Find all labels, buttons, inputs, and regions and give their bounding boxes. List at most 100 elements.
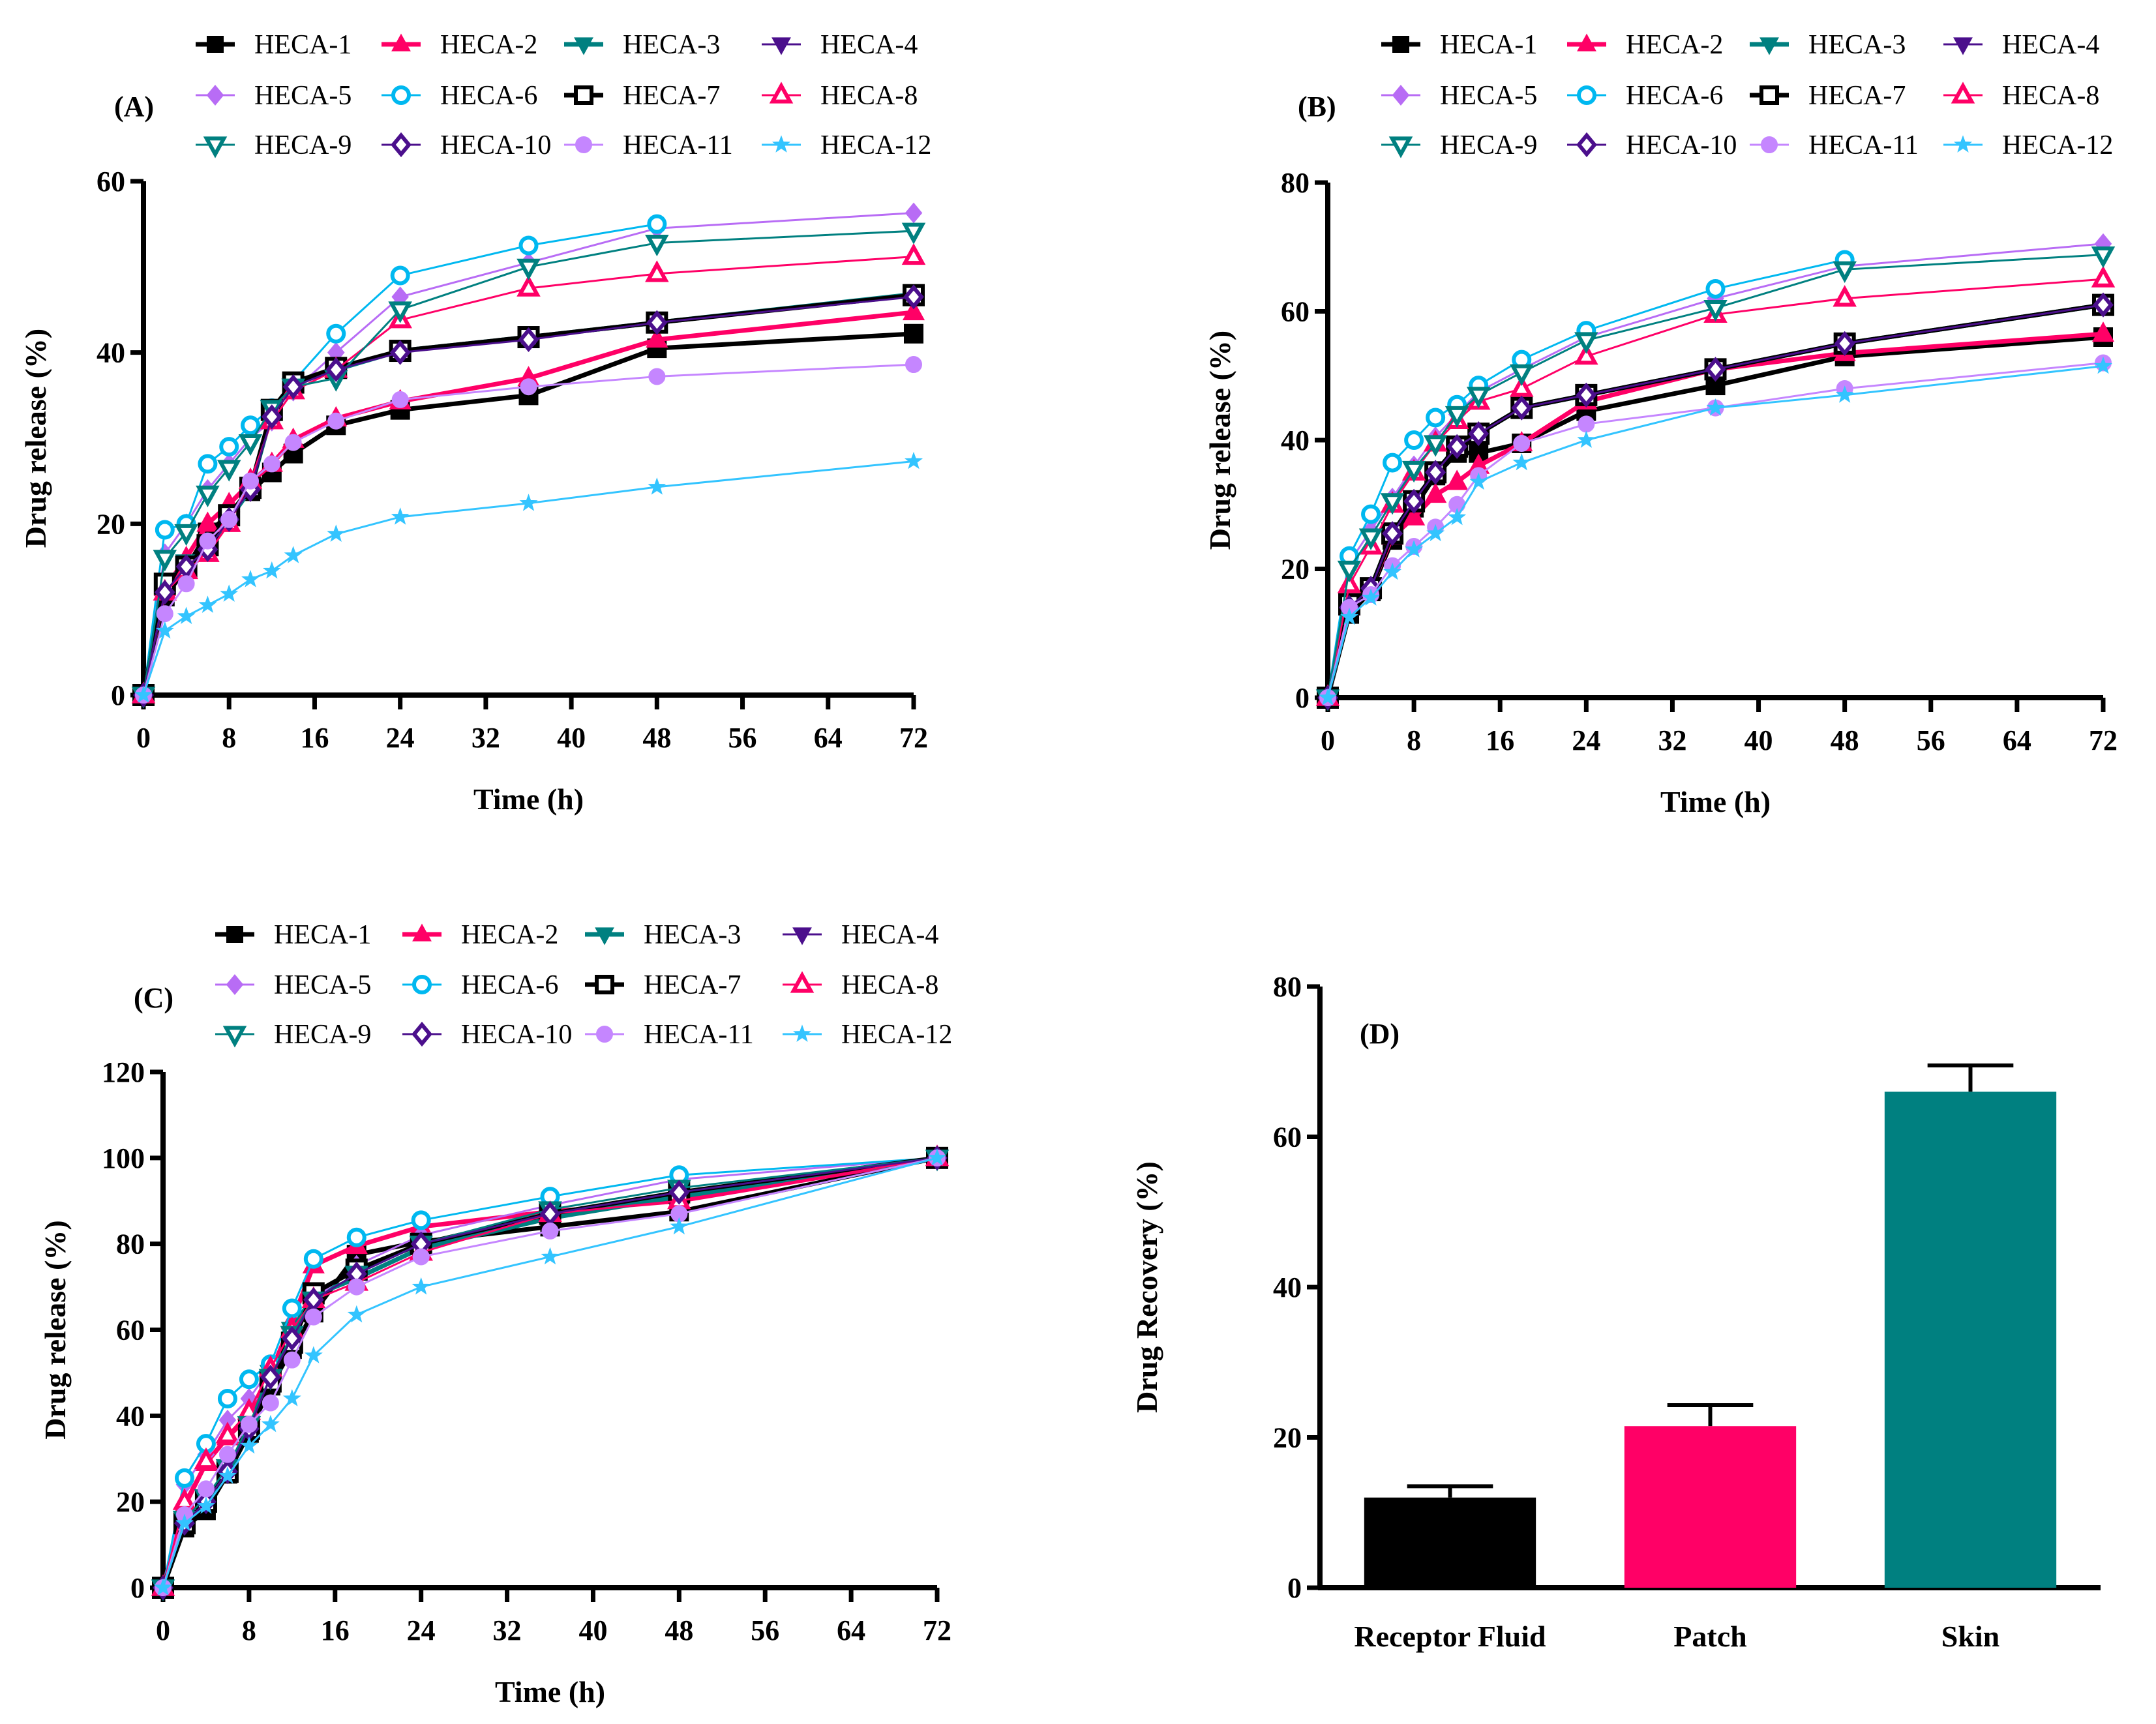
marker-heca-10 xyxy=(1382,521,1403,546)
y-tick-label: 0 xyxy=(1295,682,1310,714)
marker-heca-12 xyxy=(262,561,281,579)
marker-heca-12 xyxy=(1405,540,1424,557)
x-axis-label: Time (h) xyxy=(1660,785,1771,818)
legend-item-heca-9: HECA-9 xyxy=(196,130,352,160)
legend-label: HECA-3 xyxy=(1808,30,1906,60)
marker-heca-10 xyxy=(2093,292,2114,318)
marker-heca-9 xyxy=(1358,528,1383,550)
marker-heca-9 xyxy=(1833,261,1857,283)
x-tick-label: 56 xyxy=(751,1614,779,1646)
marker-heca-11 xyxy=(1513,434,1531,452)
marker-heca-10 xyxy=(389,340,411,365)
marker-heca-1 xyxy=(226,926,243,943)
x-tick-label: 16 xyxy=(321,1614,350,1646)
x-tick-label: 64 xyxy=(837,1614,865,1646)
bar xyxy=(1364,1497,1536,1588)
x-tick-label: 8 xyxy=(242,1614,256,1646)
legend-item-heca-7: HECA-7 xyxy=(1750,81,1906,111)
legend-label: HECA-12 xyxy=(820,130,931,160)
marker-heca-9 xyxy=(222,1026,247,1048)
legend-item-heca-4: HECA-4 xyxy=(1943,30,2099,60)
y-tick-label: 0 xyxy=(111,679,125,711)
series-heca-10 xyxy=(153,1145,948,1601)
marker-heca-5 xyxy=(206,85,224,106)
marker-heca-2 xyxy=(412,923,432,942)
legend-item-heca-12: HECA-12 xyxy=(762,130,931,160)
marker-heca-10 xyxy=(518,327,539,353)
marker-heca-8 xyxy=(215,1421,240,1444)
marker-heca-6 xyxy=(219,437,239,457)
y-axis-label: Drug release (%) xyxy=(1203,331,1236,550)
y-tick-label: 40 xyxy=(116,1400,145,1432)
legend-item-heca-1: HECA-1 xyxy=(196,30,352,60)
legend-item-heca-11: HECA-11 xyxy=(564,130,733,160)
marker-heca-12 xyxy=(519,494,538,511)
marker-heca-10 xyxy=(1705,357,1726,382)
legend-item-heca-5: HECA-5 xyxy=(1381,81,1537,111)
marker-heca-12 xyxy=(218,1466,237,1484)
legend-item-heca-3: HECA-3 xyxy=(1750,30,1906,60)
marker-heca-12 xyxy=(927,1148,947,1166)
marker-heca-11 xyxy=(648,368,666,385)
marker-heca-6 xyxy=(239,1369,259,1390)
legend-label: HECA-4 xyxy=(820,30,918,60)
marker-heca-6 xyxy=(1577,85,1596,105)
legend-label: HECA-2 xyxy=(1626,30,1723,60)
y-tick-label: 40 xyxy=(97,337,125,369)
legend-item-heca-9: HECA-9 xyxy=(215,1020,371,1050)
marker-heca-12 xyxy=(648,477,666,495)
x-axis-label: Time (h) xyxy=(473,782,584,816)
marker-heca-9 xyxy=(1466,387,1491,409)
x-tick-label: 40 xyxy=(578,1614,607,1646)
marker-heca-11 xyxy=(220,511,238,528)
legend-label: HECA-3 xyxy=(644,920,741,950)
marker-heca-10 xyxy=(1511,395,1533,421)
bar xyxy=(1884,1092,2057,1588)
y-axis-label: Drug release (%) xyxy=(38,1220,72,1439)
legend-label: HECA-9 xyxy=(1440,130,1537,160)
marker-heca-8 xyxy=(517,275,541,297)
marker-heca-6 xyxy=(303,1249,323,1269)
legend-item-heca-11: HECA-11 xyxy=(1750,130,1919,160)
marker-heca-12 xyxy=(1340,607,1359,625)
series-heca-9 xyxy=(131,222,926,709)
marker-heca-11 xyxy=(218,1446,236,1463)
marker-heca-10 xyxy=(261,404,282,430)
marker-heca-12 xyxy=(196,1496,215,1514)
marker-heca-11 xyxy=(305,1308,322,1326)
marker-heca-6 xyxy=(1383,453,1403,473)
marker-heca-11 xyxy=(284,434,302,451)
marker-heca-6 xyxy=(174,1468,194,1488)
legend-item-heca-8: HECA-8 xyxy=(762,81,918,111)
marker-heca-11 xyxy=(156,605,173,623)
legend-item-heca-2: HECA-2 xyxy=(382,30,537,60)
legend-item-heca-8: HECA-8 xyxy=(783,970,938,1000)
series-heca-9 xyxy=(1315,246,2116,711)
marker-heca-2 xyxy=(391,33,411,52)
marker-heca-3 xyxy=(1759,37,1779,55)
marker-heca-10 xyxy=(281,1326,303,1351)
legend-item-heca-3: HECA-3 xyxy=(564,30,720,60)
marker-heca-3 xyxy=(595,927,614,945)
x-tick-label: 48 xyxy=(642,722,671,754)
legend-item-heca-2: HECA-2 xyxy=(402,920,558,950)
marker-heca-6 xyxy=(412,975,432,994)
series-heca-8 xyxy=(1315,265,2116,706)
marker-heca-9 xyxy=(1337,560,1362,583)
y-tick-label: 60 xyxy=(1273,1122,1302,1153)
y-tick-label: 120 xyxy=(102,1056,145,1088)
marker-heca-10 xyxy=(668,1180,690,1205)
legend-label: HECA-2 xyxy=(440,30,537,60)
marker-heca-2 xyxy=(1577,33,1596,52)
marker-heca-11 xyxy=(541,1222,559,1240)
marker-heca-12 xyxy=(198,595,217,614)
legend: HECA-1 HECA-2 HECA-3 HECA-4 HECA-5 HECA-6 HECA… xyxy=(1381,30,2113,160)
legend-item-heca-8: HECA-8 xyxy=(1943,81,2099,111)
marker-heca-11 xyxy=(1578,415,1595,433)
marker-heca-9 xyxy=(1401,460,1426,483)
marker-heca-3 xyxy=(574,37,593,55)
marker-heca-12 xyxy=(1426,524,1445,542)
marker-heca-12 xyxy=(391,507,410,525)
marker-heca-6 xyxy=(1361,504,1381,524)
marker-heca-6 xyxy=(1426,408,1446,428)
